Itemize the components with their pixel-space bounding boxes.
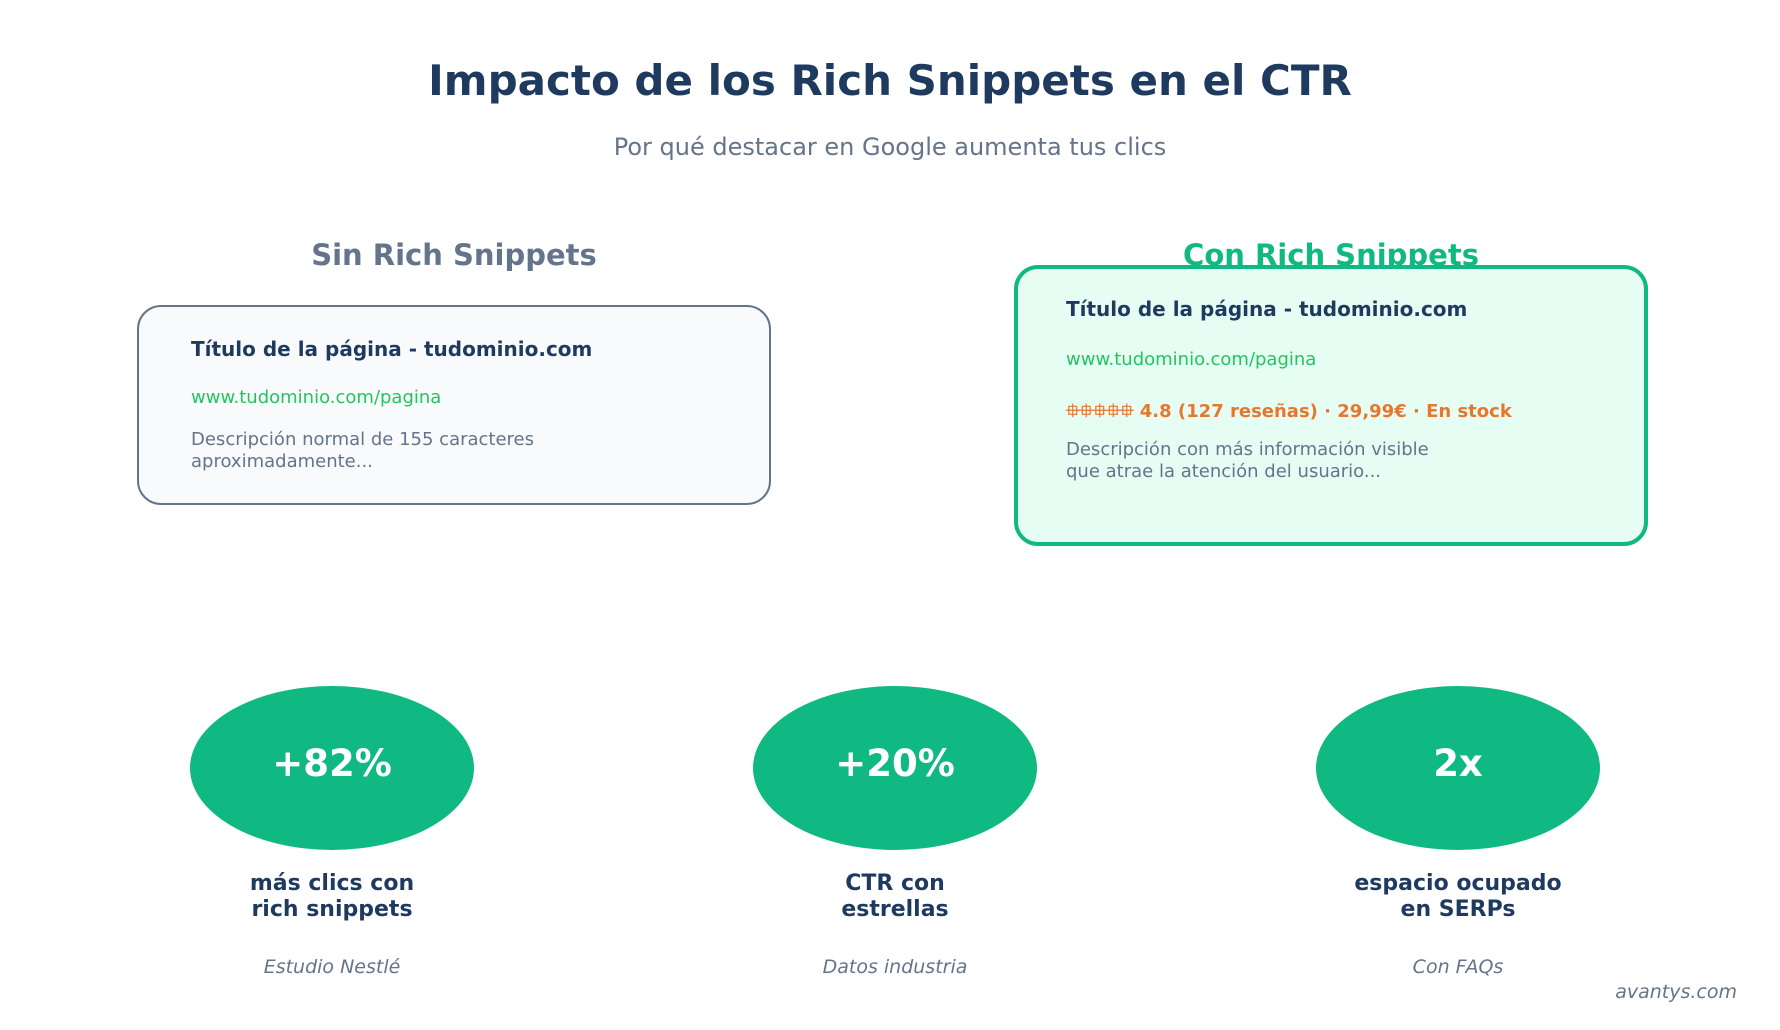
- stat-circle-ctr: [753, 686, 1037, 850]
- serp-result-description: Descripción con más información visible …: [1066, 439, 1429, 482]
- stat-source-clicks: Estudio Nestlé: [263, 956, 401, 978]
- stat-label-space: espacio ocupado en SERPs: [1354, 871, 1562, 922]
- serp-result-url: www.tudominio.com/pagina: [191, 387, 442, 408]
- serp-result-title: Título de la página - tudominio.com: [191, 337, 593, 361]
- stat-source-space: Con FAQs: [1412, 956, 1504, 978]
- serp-result-description: Descripción normal de 155 caracteres apr…: [191, 429, 535, 472]
- stat-value-space: 2x: [1433, 742, 1483, 785]
- page-subtitle: Por qué destacar en Google aumenta tus c…: [613, 133, 1167, 161]
- page-title: Impacto de los Rich Snippets en el CTR: [428, 56, 1352, 105]
- serp-result-title: Título de la página - tudominio.com: [1066, 297, 1468, 321]
- stat-circle-space: [1316, 686, 1600, 850]
- serp-result-rating: ⯐⯐⯐⯐⯐ 4.8 (127 reseñas) · 29,99€ · En st…: [1066, 401, 1512, 422]
- serp-result-rich: Título de la página - tudominio.com www.…: [1014, 265, 1648, 546]
- serp-result-plain: Título de la página - tudominio.com www.…: [137, 305, 771, 505]
- heading-without-rich-snippets: Sin Rich Snippets: [311, 238, 597, 272]
- stat-source-ctr: Datos industria: [822, 956, 968, 978]
- stat-value-ctr: +20%: [835, 742, 955, 785]
- serp-result-url: www.tudominio.com/pagina: [1066, 349, 1317, 370]
- stat-label-ctr: CTR con estrellas: [841, 871, 949, 922]
- stat-circle-clicks: [190, 686, 474, 850]
- stat-value-clicks: +82%: [272, 742, 392, 785]
- stat-label-clicks: más clics con rich snippets: [249, 871, 415, 922]
- watermark: avantys.com: [1615, 981, 1737, 1003]
